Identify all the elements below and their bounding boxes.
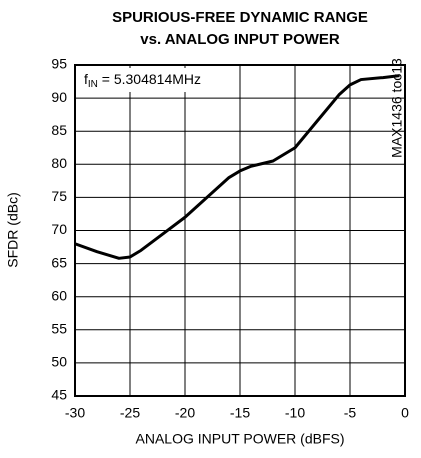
- data-line: [74, 74, 400, 260]
- annotation: fIN = 5.304814MHz: [84, 71, 201, 90]
- x-tick-label: -15: [230, 405, 250, 421]
- plot-frame: [74, 64, 406, 397]
- annotation-box: [79, 68, 219, 92]
- x-axis-label: ANALOG INPUT POWER (dBFS): [136, 431, 345, 447]
- y-tick-label: 45: [51, 387, 67, 403]
- x-tick-label: 0: [401, 405, 409, 421]
- annotation-part: IN: [88, 79, 98, 90]
- y-tick-label: 80: [51, 155, 67, 171]
- x-tick-label: -5: [344, 405, 357, 421]
- y-tick-label: 95: [51, 56, 67, 72]
- x-tick-label: -20: [175, 405, 195, 421]
- y-tick-label: 55: [51, 321, 67, 337]
- chart-title: vs. ANALOG INPUT POWER: [140, 31, 340, 48]
- x-tick-label: -25: [120, 405, 140, 421]
- y-tick-label: 60: [51, 287, 67, 303]
- x-tick-label: -10: [285, 405, 305, 421]
- side-label: MAX1436 toc13: [389, 58, 405, 158]
- y-tick-label: 70: [51, 221, 67, 237]
- y-tick-label: 75: [51, 188, 67, 204]
- y-tick-label: 85: [51, 122, 67, 138]
- chart-title: SPURIOUS-FREE DYNAMIC RANGE: [112, 9, 368, 26]
- y-tick-label: 50: [51, 354, 67, 370]
- y-tick-label: 65: [51, 254, 67, 270]
- annotation-part: = 5.304814MHz: [98, 71, 201, 87]
- y-tick-label: 90: [51, 89, 67, 105]
- x-tick-label: -30: [65, 405, 85, 421]
- annotation-part: f: [84, 71, 88, 87]
- y-axis-label: SFDR (dBc): [5, 192, 21, 267]
